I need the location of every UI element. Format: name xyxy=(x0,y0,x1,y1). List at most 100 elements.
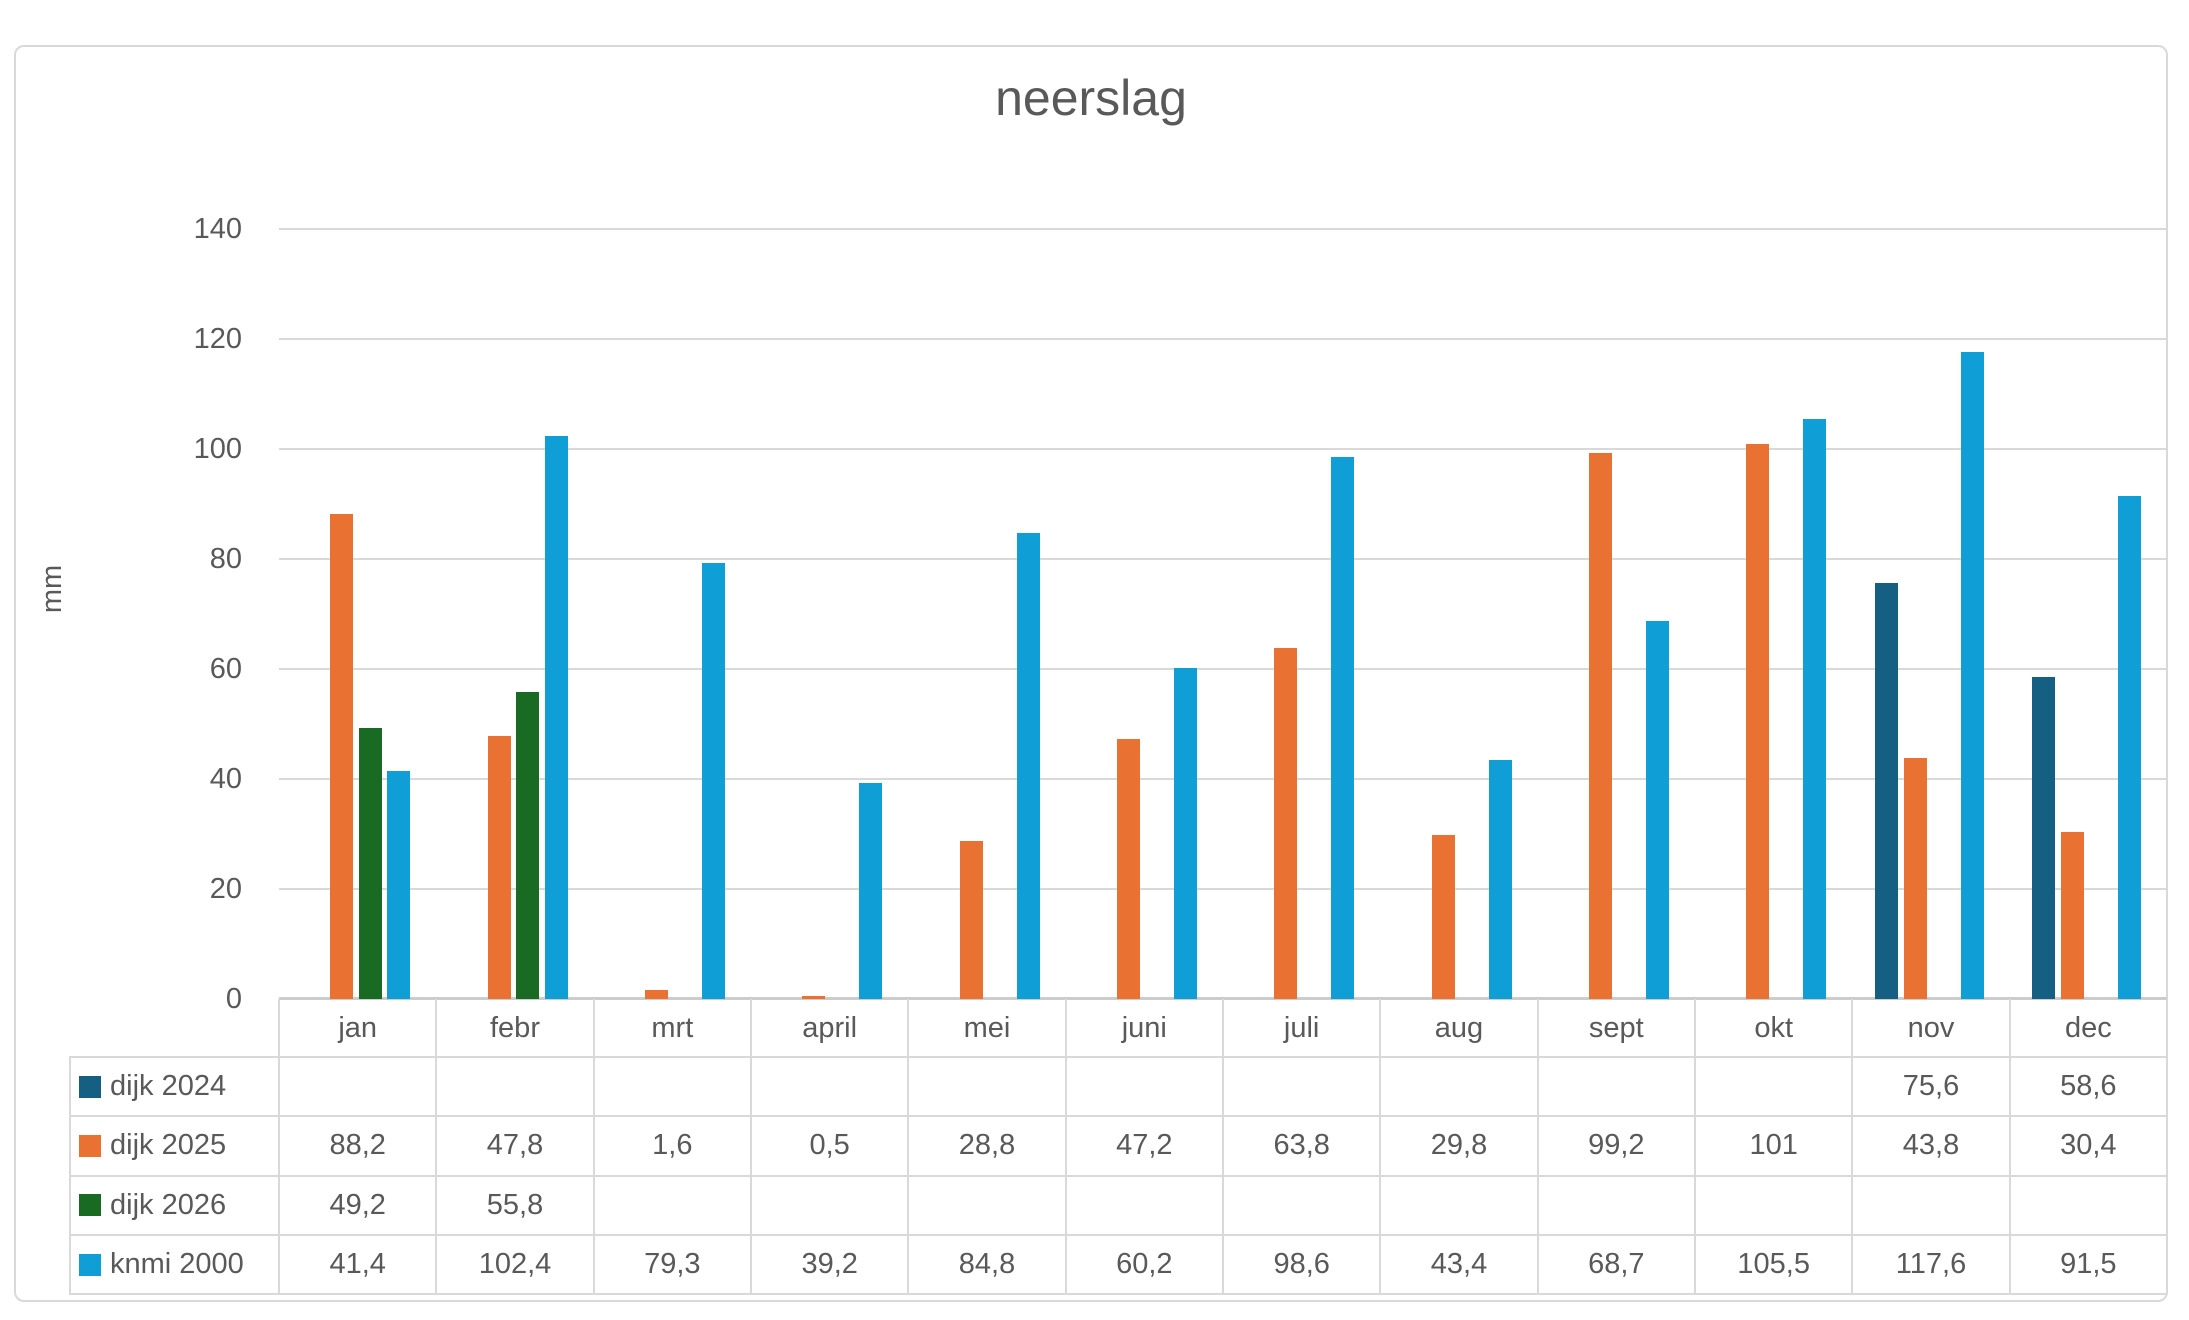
x-axis-line xyxy=(279,997,2167,1000)
table-border xyxy=(1851,999,1854,1295)
month-header-dec: dec xyxy=(2064,1011,2112,1044)
legend-key-dijk-2024-icon xyxy=(79,1075,101,1098)
table-border xyxy=(2166,999,2168,1295)
cell-knmi-2000-aug: 43,4 xyxy=(1430,1248,1488,1281)
bar-knmi-2000-aug xyxy=(1488,760,1512,999)
table-border xyxy=(69,1233,2167,1236)
cell-dijk-2025-sept: 99,2 xyxy=(1588,1129,1645,1162)
table-border xyxy=(1694,999,1696,1295)
table-border xyxy=(69,1115,2167,1118)
month-header-nov: nov xyxy=(1907,1011,1955,1044)
cell-knmi-2000-febr: 102,4 xyxy=(478,1248,552,1281)
legend-key-dijk-2026-icon xyxy=(79,1194,101,1217)
cell-dijk-2024-jan xyxy=(279,1057,436,1116)
table-border xyxy=(1064,999,1067,1295)
cell-dijk-2025-april: 0,5 xyxy=(809,1129,850,1162)
month-header-mei: mei xyxy=(963,1011,1011,1044)
cell-dijk-2024-nov: 75,6 xyxy=(1902,1070,1960,1103)
month-header-mrt: mrt xyxy=(651,1011,694,1044)
bar-dijk-2025-juli xyxy=(1274,648,1298,999)
bar-dijk-2025-april xyxy=(802,996,826,999)
bar-knmi-2000-sept xyxy=(1646,621,1670,999)
cell-dijk-2025-jan: 88,2 xyxy=(329,1129,386,1162)
cell-dijk-2026-sept xyxy=(1538,1176,1695,1235)
bar-knmi-2000-febr xyxy=(544,435,568,999)
bar-knmi-2000-dec xyxy=(2118,495,2142,999)
cell-dijk-2026-febr: 55,8 xyxy=(486,1188,544,1221)
gridline-120 xyxy=(279,338,2167,340)
table-border xyxy=(69,1174,2167,1177)
cell-knmi-2000-sept: 68,7 xyxy=(1588,1248,1645,1281)
chart-frame: neerslag mm 0 20 40 60 80 100 120 140 jan febr mr… xyxy=(14,45,2168,1302)
cell-dijk-2026-april xyxy=(751,1176,908,1235)
bar-dijk-2025-mei xyxy=(959,840,983,999)
legend-label-dijk-2026: dijk 2026 xyxy=(110,1188,227,1221)
bar-knmi-2000-nov xyxy=(1960,352,1984,999)
bar-dijk-2025-dec xyxy=(2060,831,2084,999)
cell-dijk-2026-dec xyxy=(2010,1176,2167,1235)
month-header-okt: okt xyxy=(1754,1011,1793,1044)
y-axis-tick-100: 100 xyxy=(193,433,242,465)
month-header-febr: febr xyxy=(490,1011,540,1044)
month-header-sept: sept xyxy=(1588,1011,1644,1044)
table-border xyxy=(907,999,910,1295)
table-border xyxy=(278,999,280,1295)
bar-dijk-2025-febr xyxy=(487,736,511,999)
table-border xyxy=(435,999,438,1295)
cell-dijk-2026-jan: 49,2 xyxy=(329,1188,386,1221)
y-axis-title: mm xyxy=(36,564,68,614)
y-axis-tick-120: 120 xyxy=(193,323,242,355)
y-axis-tick-140: 140 xyxy=(193,213,242,245)
month-header-april: april xyxy=(802,1011,858,1044)
cell-dijk-2026-okt xyxy=(1695,1176,1852,1235)
legend-label-dijk-2025: dijk 2025 xyxy=(110,1129,227,1162)
table-border xyxy=(1379,999,1382,1295)
bar-knmi-2000-juli xyxy=(1331,456,1355,999)
cell-dijk-2024-aug xyxy=(1380,1057,1537,1116)
bar-knmi-2000-april xyxy=(859,783,883,999)
bar-dijk-2026-febr xyxy=(516,692,540,999)
bar-dijk-2024-dec xyxy=(2032,676,2056,999)
y-axis-tick-80: 80 xyxy=(209,543,242,575)
cell-dijk-2024-febr xyxy=(436,1057,593,1116)
bar-dijk-2025-jan xyxy=(330,513,354,999)
cell-dijk-2025-juni: 47,2 xyxy=(1116,1129,1173,1162)
cell-dijk-2026-aug xyxy=(1380,1176,1537,1235)
legend-key-dijk-2025-icon xyxy=(79,1134,101,1157)
cell-knmi-2000-mei: 84,8 xyxy=(958,1248,1016,1281)
bar-dijk-2025-sept xyxy=(1588,453,1612,999)
cell-dijk-2024-juni xyxy=(1066,1057,1223,1116)
table-border xyxy=(1536,999,1539,1295)
table-border xyxy=(750,999,752,1295)
cell-dijk-2024-okt xyxy=(1695,1057,1852,1116)
cell-dijk-2026-mei xyxy=(908,1176,1065,1235)
cell-dijk-2025-mrt: 1,6 xyxy=(652,1129,693,1162)
cell-dijk-2025-dec: 30,4 xyxy=(2060,1129,2117,1162)
legend-label-dijk-2024: dijk 2024 xyxy=(110,1070,227,1103)
gridline-80 xyxy=(279,558,2167,560)
table-border xyxy=(2008,999,2011,1295)
cell-knmi-2000-okt: 105,5 xyxy=(1737,1248,1810,1281)
bar-dijk-2025-aug xyxy=(1431,835,1455,999)
cell-dijk-2024-juli xyxy=(1223,1057,1380,1116)
bar-dijk-2025-nov xyxy=(1903,758,1927,999)
cell-dijk-2026-juni xyxy=(1066,1176,1223,1235)
cell-knmi-2000-nov: 117,6 xyxy=(1895,1248,1967,1281)
cell-knmi-2000-mrt: 79,3 xyxy=(644,1248,701,1281)
cell-dijk-2025-nov: 43,8 xyxy=(1902,1129,1960,1162)
gridline-20 xyxy=(279,888,2167,890)
table-border xyxy=(592,999,595,1295)
month-header-aug: aug xyxy=(1434,1011,1484,1044)
bar-knmi-2000-juni xyxy=(1174,667,1198,999)
cell-knmi-2000-jan: 41,4 xyxy=(329,1248,386,1281)
cell-knmi-2000-juli: 98,6 xyxy=(1273,1248,1330,1281)
chart-title: neerslag xyxy=(995,70,1187,126)
cell-dijk-2025-juli: 63,8 xyxy=(1273,1129,1330,1162)
cell-dijk-2024-mrt xyxy=(594,1057,751,1116)
legend-item-dijk-2026: dijk 2026 xyxy=(69,1176,279,1235)
bar-knmi-2000-okt xyxy=(1803,418,1827,999)
gridline-100 xyxy=(279,448,2167,450)
cell-knmi-2000-april: 39,2 xyxy=(801,1248,858,1281)
cell-dijk-2026-mrt xyxy=(594,1176,751,1235)
legend-key-knmi-2000-icon xyxy=(79,1253,101,1276)
